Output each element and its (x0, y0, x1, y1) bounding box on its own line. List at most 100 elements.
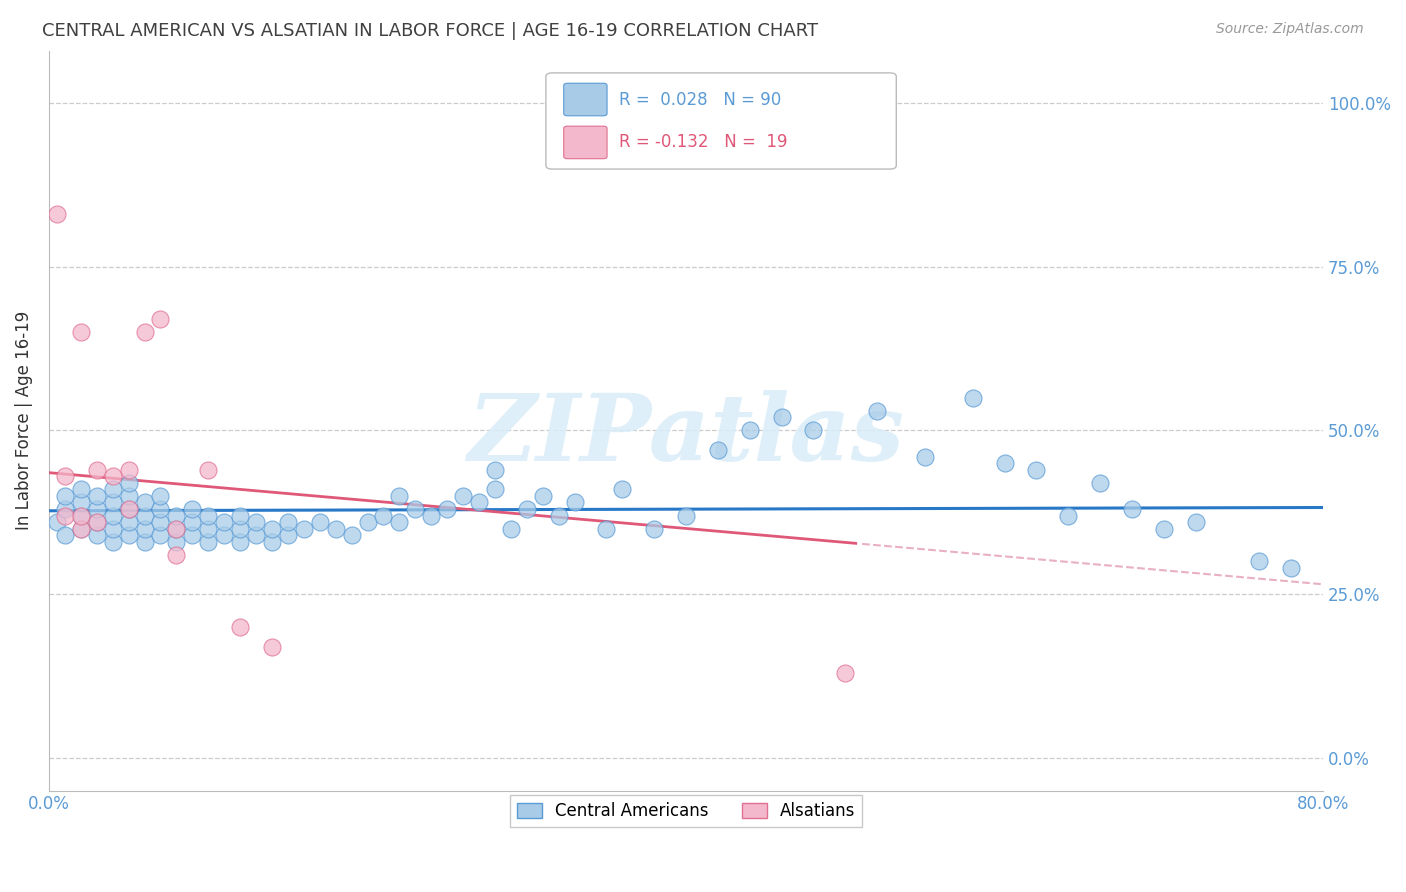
Point (86, 515, 108, 529)
Point (1121, 502, 1143, 516)
Text: CENTRAL AMERICAN VS ALSATIAN IN LABOR FORCE | AGE 16-19 CORRELATION CHART: CENTRAL AMERICAN VS ALSATIAN IN LABOR FO… (42, 22, 818, 40)
Point (325, 522, 347, 536)
Point (738, 424, 761, 438)
Point (420, 508, 443, 523)
Point (484, 483, 506, 497)
Point (69, 522, 91, 536)
Point (45, 207, 67, 221)
Point (292, 522, 315, 536)
Point (101, 522, 124, 536)
Point (181, 528, 204, 542)
Point (277, 515, 299, 529)
Text: R = -0.132   N =  19: R = -0.132 N = 19 (619, 134, 787, 152)
Y-axis label: In Labor Force | Age 16-19: In Labor Force | Age 16-19 (15, 311, 32, 530)
Point (134, 508, 156, 523)
Point (117, 489, 139, 503)
Point (53, 469, 76, 483)
Point (1279, 561, 1302, 575)
Point (197, 463, 219, 477)
Point (101, 483, 124, 497)
Point (117, 502, 139, 516)
Point (962, 391, 984, 405)
Point (547, 508, 569, 523)
Text: Source: ZipAtlas.com: Source: ZipAtlas.com (1216, 22, 1364, 37)
FancyBboxPatch shape (546, 73, 896, 169)
Point (181, 502, 204, 516)
Point (53, 528, 76, 542)
Point (53, 502, 76, 516)
Point (101, 469, 124, 483)
Point (149, 502, 172, 516)
Point (165, 508, 187, 523)
Point (165, 522, 187, 536)
Point (212, 515, 235, 529)
Point (260, 640, 283, 654)
Point (1184, 515, 1206, 529)
Point (117, 463, 139, 477)
Point (245, 528, 267, 542)
Point (117, 528, 139, 542)
Point (308, 515, 330, 529)
Point (994, 456, 1017, 470)
Point (229, 508, 252, 523)
Point (612, 483, 634, 497)
Point (181, 515, 204, 529)
Point (117, 515, 139, 529)
Point (197, 522, 219, 536)
Point (675, 508, 697, 523)
Point (165, 522, 187, 536)
Point (53, 489, 76, 503)
Point (69, 483, 91, 497)
Point (197, 534, 219, 549)
Point (373, 508, 395, 523)
Point (340, 528, 363, 542)
Point (770, 410, 793, 425)
Point (149, 489, 172, 503)
Point (86, 502, 108, 516)
Point (149, 515, 172, 529)
Point (1025, 463, 1047, 477)
Point (69, 325, 91, 339)
Text: R =  0.028   N = 90: R = 0.028 N = 90 (619, 90, 780, 109)
Legend: Central Americans, Alsatians: Central Americans, Alsatians (510, 796, 862, 827)
Point (149, 312, 172, 326)
Point (69, 495, 91, 509)
FancyBboxPatch shape (564, 126, 607, 159)
Point (45, 515, 67, 529)
Point (260, 522, 283, 536)
Point (53, 508, 76, 523)
Point (531, 489, 554, 503)
Point (1088, 475, 1111, 490)
Point (499, 522, 522, 536)
Point (866, 404, 889, 418)
Point (245, 515, 267, 529)
Point (101, 534, 124, 549)
Point (1249, 554, 1271, 568)
Point (436, 502, 458, 516)
Point (134, 495, 156, 509)
FancyBboxPatch shape (564, 83, 607, 116)
Point (134, 325, 156, 339)
Point (277, 528, 299, 542)
Point (388, 515, 411, 529)
Point (914, 450, 936, 464)
Point (69, 508, 91, 523)
Point (212, 528, 235, 542)
Point (197, 508, 219, 523)
Point (165, 548, 187, 562)
Point (101, 508, 124, 523)
Text: ZIPatlas: ZIPatlas (468, 391, 904, 481)
Point (134, 534, 156, 549)
Point (69, 522, 91, 536)
Point (117, 502, 139, 516)
Point (69, 508, 91, 523)
Point (229, 620, 252, 634)
Point (564, 495, 586, 509)
Point (468, 495, 491, 509)
Point (86, 489, 108, 503)
Point (388, 489, 411, 503)
Point (516, 502, 538, 516)
Point (101, 495, 124, 509)
Point (484, 463, 506, 477)
Point (117, 475, 139, 490)
